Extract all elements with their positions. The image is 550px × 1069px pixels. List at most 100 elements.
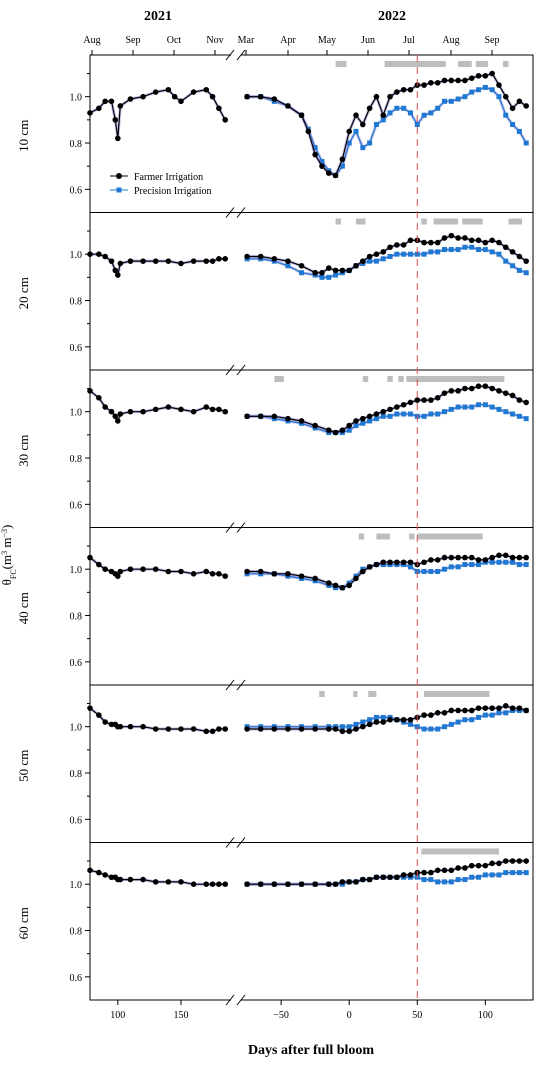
precision-2022-point [455,564,461,570]
farmer-2022-point [339,879,346,885]
precision-2022-point [421,251,427,257]
farmer-2022-point [523,554,529,561]
farmer-2021-point [203,258,210,264]
precision-2022-point [435,411,441,417]
precision-2022-point [428,726,434,732]
y-tick-label: 1.0 [70,93,83,104]
farmer-2021-point [140,876,146,883]
precision-2022-point [353,423,359,429]
farmer-2022-point [360,121,366,128]
farmer-2022-point [325,580,332,586]
farmer-2022-point [285,726,291,732]
farmer-2022-point [496,860,502,867]
farmer-2022-point [400,401,407,408]
farmer-2022-point [400,242,407,248]
farmer-2021-point [140,258,146,264]
precision-2022-point [462,404,468,410]
precision-2022-point [387,254,393,260]
farmer-2022-point [366,564,373,570]
precision-2022-point [367,258,373,264]
irrigation-bar [358,533,365,540]
precision-2022-point [476,247,482,253]
farmer-2021-point [87,554,93,561]
farmer-2021-point [152,726,159,732]
farmer-2022-point [509,392,516,399]
farmer-2022-point [244,253,250,260]
farmer-2022-point [346,582,352,589]
farmer-2022-point [428,869,434,876]
farmer-2022-point [462,707,468,714]
precision-2022-point [380,413,386,419]
farmer-2022-point [489,385,495,392]
farmer-2021-point [190,408,197,415]
farmer-2022-point [462,554,468,561]
precision-2022-point [394,411,400,417]
farmer-2022-point [312,726,318,732]
farmer-2022-point [407,237,414,244]
y-tick-label: 0.8 [70,454,83,465]
farmer-2022-point [319,163,325,169]
farmer-2022-point [468,862,475,869]
precision-2022-point [482,872,488,878]
farmer-2021-point [152,89,159,95]
year-label-2022: 2022 [378,9,406,24]
precision-2022-point [523,140,529,146]
farmer-2021-point [171,93,178,100]
farmer-2021-point [216,256,222,262]
farmer-2022-point [428,397,434,403]
farmer-2022-point [380,874,387,881]
farmer-2021-point [112,267,119,274]
farmer-2022-point [325,726,332,732]
farmer-2022-point [400,716,407,723]
farmer-2022-point [434,867,441,874]
farmer-2022-point [353,112,359,119]
farmer-2021-point [108,98,115,105]
farmer-2022-point [332,172,339,179]
farmer-2022-point [502,390,509,396]
precision-2022-point [442,409,448,415]
panel-depth-label: 20 cm [16,277,31,309]
month-label-2022-Mar: Mar [238,35,255,46]
farmer-2021-point [87,110,93,116]
farmer-2022-point [394,716,400,723]
precision-2022-point [442,98,448,104]
precision-2022-point [367,140,373,146]
precision-2022-point [476,714,482,720]
farmer-2022-point [509,858,516,864]
farmer-2021-point [190,881,197,887]
precision-2022-point [414,121,420,127]
precision-2022-point [482,402,488,408]
farmer-2022-point [455,77,461,84]
precision-2022-point [435,569,441,575]
panel-depth-label: 40 cm [16,592,31,624]
farmer-2022-point [448,554,455,561]
farmer-2021-point [115,418,121,424]
farmer-2022-point [434,394,441,401]
farmer-2022-point [502,244,509,251]
precision-2022-point [401,251,407,257]
y-tick-label: 0.8 [70,927,83,938]
precision-2022-point [476,562,482,568]
precision-2022-point [326,274,332,280]
precision-2022-point [312,145,318,151]
farmer-2022-point [462,865,468,871]
precision-2022-point [496,710,502,716]
precision-2022-point [482,84,488,90]
farmer-2021-point [102,253,108,260]
precision-2022-point [455,404,461,410]
precision-2022-point [407,110,413,116]
axis-break-gap [231,994,241,1006]
farmer-2022-point [421,82,427,88]
farmer-2022-point [434,557,441,563]
farmer-2022-point [257,881,264,887]
precision-2022-point [394,251,400,257]
axis-break-gap [231,49,241,61]
precision-2022-point [360,145,366,151]
precision-2022-point [448,564,454,570]
farmer-2022-point [312,575,318,582]
farmer-2022-point [257,413,264,420]
month-label-2022-Apr: Apr [280,35,296,46]
farmer-2022-point [271,96,278,102]
farmer-2022-point [441,235,448,241]
